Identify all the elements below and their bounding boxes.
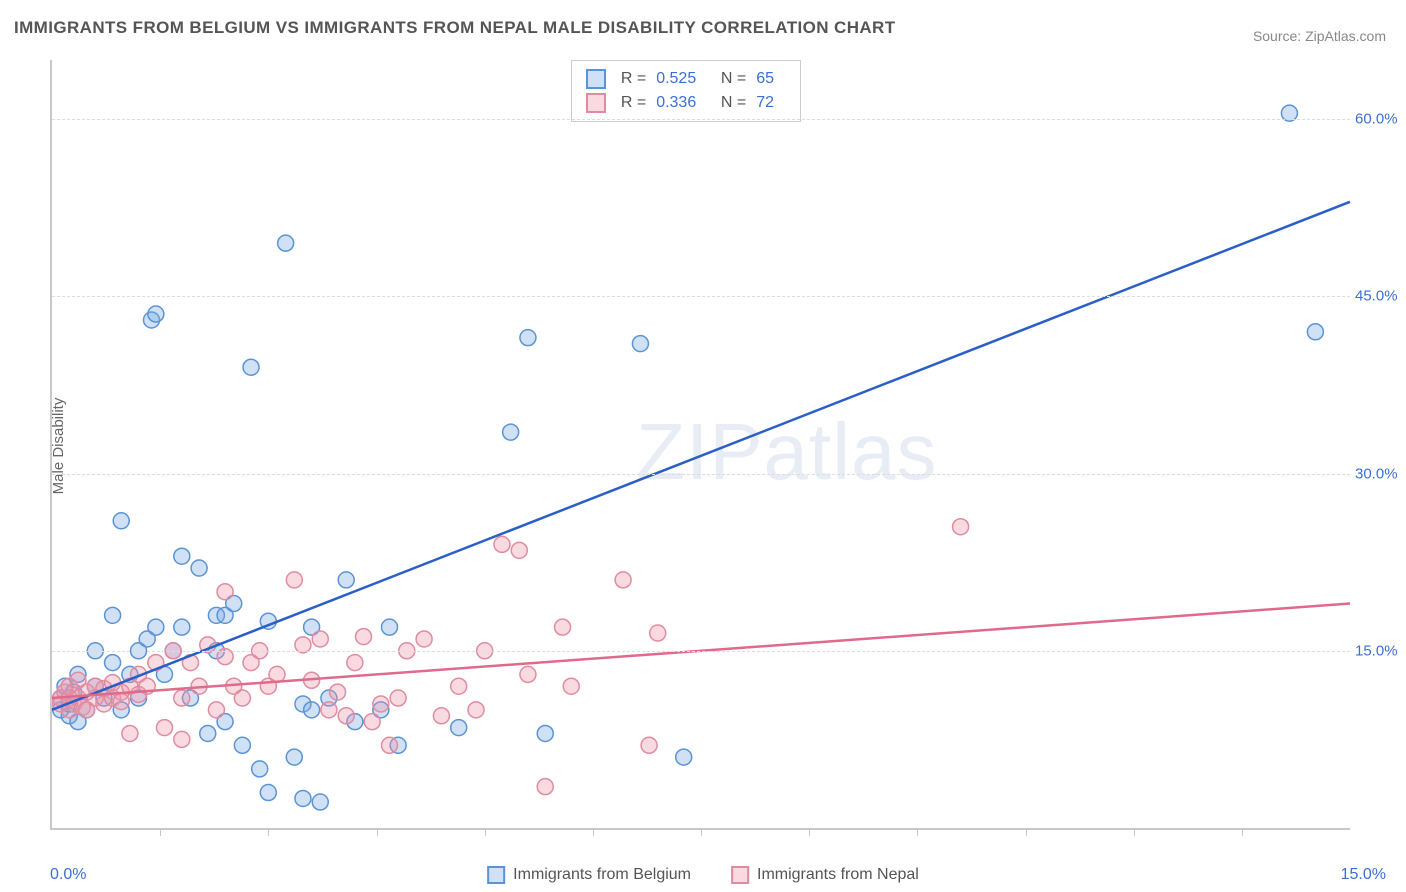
x-tick bbox=[701, 828, 702, 836]
data-point bbox=[347, 655, 363, 671]
series-legend: Immigrants from Belgium Immigrants from … bbox=[487, 866, 919, 884]
x-tick bbox=[1242, 828, 1243, 836]
chart-container: IMMIGRANTS FROM BELGIUM VS IMMIGRANTS FR… bbox=[0, 0, 1406, 892]
series2-swatch-icon bbox=[731, 866, 749, 884]
data-point bbox=[676, 749, 692, 765]
plot-area: R = 0.525 N = 65 R = 0.336 N = 72 ZIPatl… bbox=[50, 60, 1350, 830]
data-point bbox=[641, 737, 657, 753]
data-point bbox=[520, 666, 536, 682]
y-tick-label: 45.0% bbox=[1355, 288, 1406, 305]
data-point bbox=[304, 702, 320, 718]
data-point bbox=[356, 629, 372, 645]
data-point bbox=[113, 513, 129, 529]
data-point bbox=[174, 690, 190, 706]
data-point bbox=[113, 694, 129, 710]
data-point bbox=[105, 655, 121, 671]
gridline bbox=[52, 119, 1350, 120]
series2-legend-item: Immigrants from Nepal bbox=[731, 866, 919, 884]
data-point bbox=[156, 720, 172, 736]
chart-svg bbox=[52, 60, 1350, 828]
series1-name: Immigrants from Belgium bbox=[513, 866, 691, 884]
data-point bbox=[286, 749, 302, 765]
data-point bbox=[174, 548, 190, 564]
data-point bbox=[451, 678, 467, 694]
x-axis-max-label: 15.0% bbox=[1341, 866, 1386, 884]
data-point bbox=[520, 330, 536, 346]
data-point bbox=[208, 702, 224, 718]
data-point bbox=[433, 708, 449, 724]
data-point bbox=[217, 584, 233, 600]
x-tick bbox=[485, 828, 486, 836]
data-point bbox=[537, 725, 553, 741]
gridline bbox=[52, 651, 1350, 652]
data-point bbox=[200, 725, 216, 741]
x-tick bbox=[377, 828, 378, 836]
data-point bbox=[555, 619, 571, 635]
y-tick-label: 15.0% bbox=[1355, 642, 1406, 659]
data-point bbox=[1307, 324, 1323, 340]
data-point bbox=[338, 572, 354, 588]
data-point bbox=[416, 631, 432, 647]
x-tick bbox=[160, 828, 161, 836]
data-point bbox=[234, 690, 250, 706]
x-tick bbox=[917, 828, 918, 836]
data-point bbox=[252, 761, 268, 777]
data-point bbox=[122, 725, 138, 741]
x-tick bbox=[1134, 828, 1135, 836]
data-point bbox=[286, 572, 302, 588]
data-point bbox=[650, 625, 666, 641]
data-point bbox=[174, 619, 190, 635]
data-point bbox=[330, 684, 346, 700]
gridline bbox=[52, 296, 1350, 297]
y-tick-label: 60.0% bbox=[1355, 111, 1406, 128]
data-point bbox=[615, 572, 631, 588]
data-point bbox=[312, 794, 328, 810]
series1-swatch-icon bbox=[487, 866, 505, 884]
x-tick bbox=[1026, 828, 1027, 836]
data-point bbox=[503, 424, 519, 440]
gridline bbox=[52, 474, 1350, 475]
data-point bbox=[338, 708, 354, 724]
data-point bbox=[537, 779, 553, 795]
trend-line bbox=[52, 202, 1350, 710]
data-point bbox=[364, 714, 380, 730]
data-point bbox=[148, 619, 164, 635]
series1-legend-item: Immigrants from Belgium bbox=[487, 866, 691, 884]
source-attribution: Source: ZipAtlas.com bbox=[1253, 28, 1386, 44]
x-axis-min-label: 0.0% bbox=[50, 866, 86, 884]
source-value: ZipAtlas.com bbox=[1305, 28, 1386, 44]
data-point bbox=[243, 359, 259, 375]
series2-name: Immigrants from Nepal bbox=[757, 866, 919, 884]
data-point bbox=[234, 737, 250, 753]
data-point bbox=[451, 720, 467, 736]
data-point bbox=[321, 702, 337, 718]
data-point bbox=[278, 235, 294, 251]
data-point bbox=[511, 542, 527, 558]
chart-title: IMMIGRANTS FROM BELGIUM VS IMMIGRANTS FR… bbox=[14, 18, 896, 38]
data-point bbox=[105, 607, 121, 623]
data-point bbox=[312, 631, 328, 647]
data-point bbox=[295, 790, 311, 806]
data-point bbox=[260, 785, 276, 801]
data-point bbox=[174, 731, 190, 747]
data-point bbox=[563, 678, 579, 694]
data-point bbox=[632, 336, 648, 352]
data-point bbox=[148, 306, 164, 322]
data-point bbox=[468, 702, 484, 718]
x-tick bbox=[268, 828, 269, 836]
source-label: Source: bbox=[1253, 28, 1301, 44]
data-point bbox=[494, 536, 510, 552]
x-tick bbox=[593, 828, 594, 836]
y-tick-label: 30.0% bbox=[1355, 465, 1406, 482]
data-point bbox=[381, 619, 397, 635]
data-point bbox=[381, 737, 397, 753]
data-point bbox=[191, 560, 207, 576]
data-point bbox=[953, 519, 969, 535]
data-point bbox=[390, 690, 406, 706]
data-point bbox=[373, 696, 389, 712]
x-tick bbox=[809, 828, 810, 836]
